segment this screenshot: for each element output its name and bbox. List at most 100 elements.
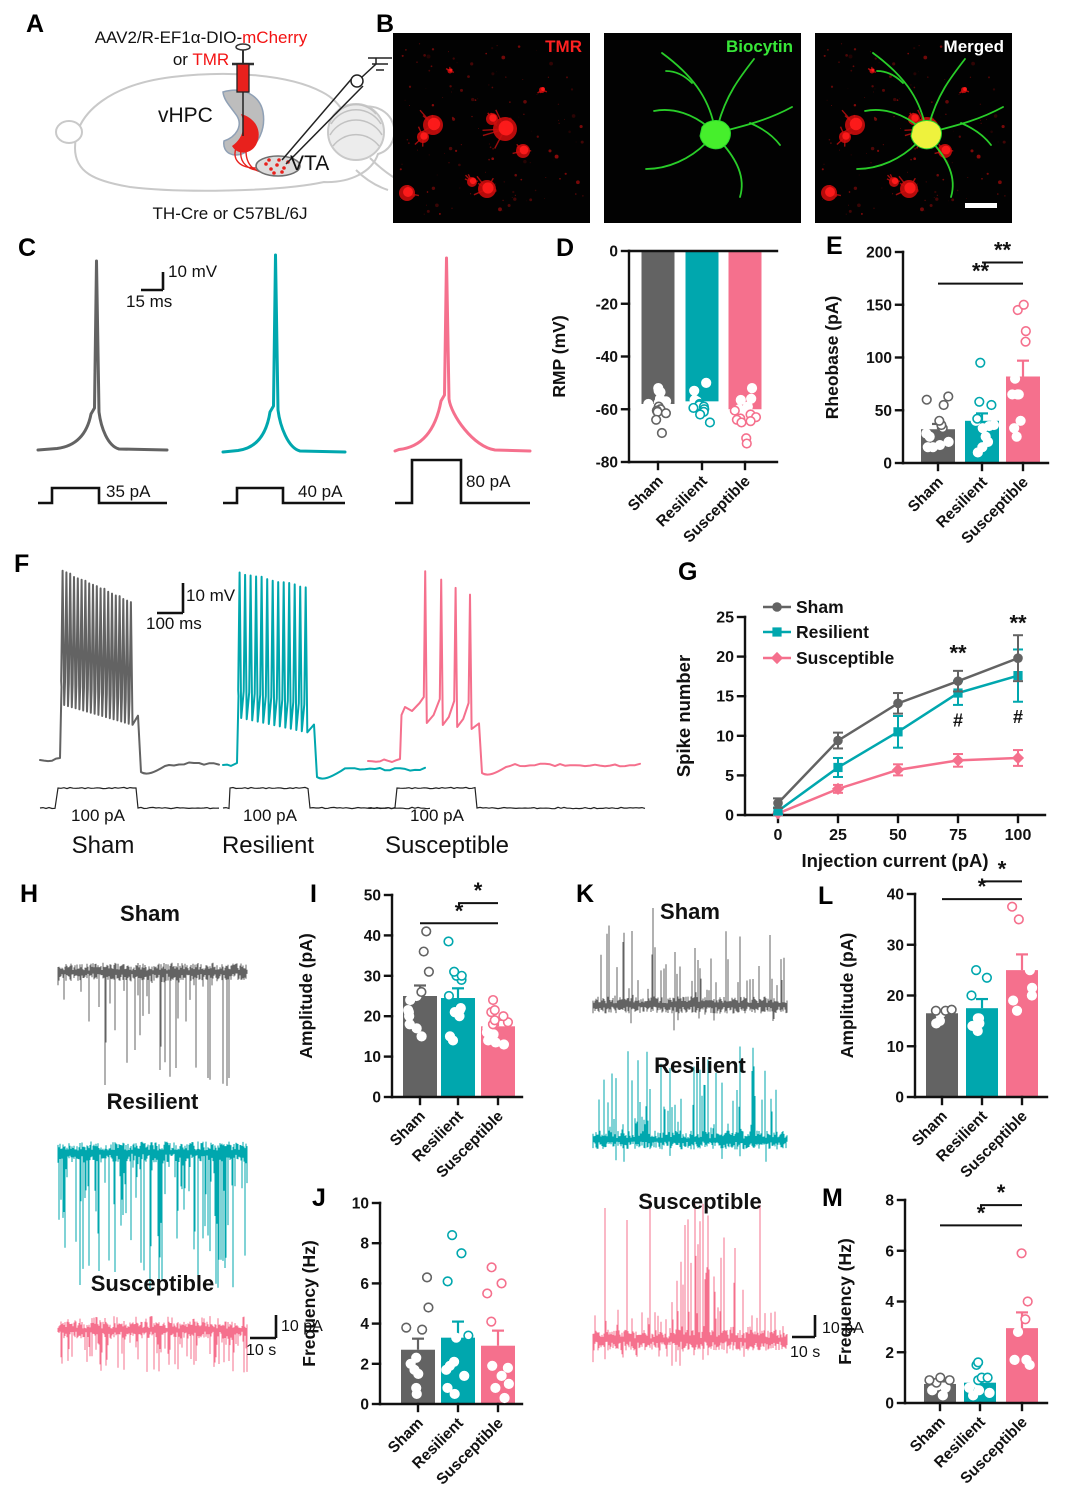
or-red: TMR: [192, 50, 230, 69]
panel-j-frequency-chart: 0246810ShamResilientSusceptibleFrequency…: [299, 1196, 524, 1488]
vhpc-label: vHPC: [158, 104, 213, 127]
svg-text:0: 0: [609, 244, 618, 261]
svg-text:8: 8: [885, 1193, 894, 1210]
svg-text:Sham: Sham: [905, 474, 947, 516]
svg-text:**: **: [972, 259, 990, 284]
svg-text:0: 0: [895, 1090, 904, 1107]
panel-j-letter: J: [312, 1184, 326, 1212]
panel-l-amplitude-chart: 010203040ShamResilientSusceptibleAmplitu…: [837, 856, 1049, 1181]
k-scale-s: 10 s: [790, 1344, 821, 1361]
panel-m-letter: M: [822, 1184, 843, 1212]
svg-text:Amplitude (pA): Amplitude (pA): [837, 933, 857, 1058]
svg-text:*: *: [474, 878, 483, 903]
svg-text:-80: -80: [596, 455, 618, 472]
svg-text:10: 10: [364, 1049, 381, 1066]
svg-text:2: 2: [360, 1356, 369, 1373]
svg-text:-60: -60: [596, 402, 618, 419]
svg-text:25: 25: [829, 827, 847, 844]
svg-text:150: 150: [866, 297, 892, 314]
svg-text:50: 50: [364, 888, 381, 905]
h-group-sham: Sham: [120, 901, 180, 926]
merged-label: Merged: [943, 37, 1004, 56]
svg-text:**: **: [949, 641, 967, 666]
svg-text:Susceptible: Susceptible: [796, 648, 894, 668]
c-current-susceptible: 80 pA: [466, 472, 511, 491]
svg-text:8: 8: [360, 1236, 369, 1253]
svg-text:50: 50: [889, 827, 907, 844]
panel-i-letter: I: [310, 880, 317, 908]
svg-text:Frequency (Hz): Frequency (Hz): [835, 1238, 855, 1364]
f-scale-mv: 10 mV: [186, 586, 236, 605]
svg-text:#: #: [1013, 707, 1023, 727]
svg-text:6: 6: [360, 1276, 369, 1293]
svg-text:Sham: Sham: [625, 473, 667, 515]
f-group-sham: Sham: [71, 832, 135, 859]
vhpc-red-region: [232, 114, 259, 153]
svg-text:40: 40: [887, 887, 904, 904]
f-current-resilient: 100 pA: [243, 806, 297, 825]
panel-e-letter: E: [826, 232, 843, 260]
svg-text:25: 25: [716, 610, 734, 627]
panel-g-spike-number-chart: 0 5 10 15 20 25 0 25 50 75 100 Injection current (p…: [673, 597, 1047, 871]
svg-text:-20: -20: [596, 296, 618, 313]
f-current-susceptible: 100 pA: [410, 806, 464, 825]
tmr-label: TMR: [545, 37, 582, 56]
panel-k-traces: [592, 908, 817, 1366]
svg-text:15: 15: [716, 689, 734, 706]
svg-text:30: 30: [364, 968, 381, 985]
svg-text:*: *: [978, 874, 987, 899]
svg-text:Resilient: Resilient: [796, 622, 869, 642]
svg-text:40: 40: [364, 928, 381, 945]
svg-text:200: 200: [866, 245, 892, 262]
panel-l-letter: L: [818, 882, 834, 910]
svg-text:100: 100: [866, 350, 892, 367]
svg-text:RMP (mV): RMP (mV): [549, 315, 569, 397]
svg-text:*: *: [998, 856, 1007, 881]
panel-a-letter: A: [26, 10, 45, 38]
svg-text:0: 0: [360, 1397, 369, 1414]
panel-f-letter: F: [14, 550, 30, 578]
k-group-susceptible: Susceptible: [638, 1189, 762, 1214]
svg-text:**: **: [1009, 610, 1027, 635]
svg-text:10: 10: [887, 1039, 904, 1056]
svg-text:75: 75: [949, 827, 967, 844]
construct-red: mCherry: [242, 28, 308, 47]
f-group-resilient: Resilient: [221, 832, 315, 859]
panel-b-letter: B: [376, 10, 395, 38]
svg-text:0: 0: [372, 1090, 381, 1107]
svg-text:10: 10: [352, 1196, 369, 1213]
or-black: or: [172, 50, 193, 69]
svg-text:*: *: [977, 1200, 986, 1225]
k-group-resilient: Resilient: [654, 1053, 746, 1078]
c-current-sham: 35 pA: [106, 482, 151, 501]
svg-text:-40: -40: [596, 349, 618, 366]
panel-d-letter: D: [556, 234, 575, 262]
svg-text:*: *: [997, 1180, 1006, 1205]
mouse-line-label: TH-Cre or C57BL/6J: [152, 204, 308, 223]
panel-h-traces: [57, 962, 278, 1373]
svg-text:0: 0: [725, 808, 734, 825]
c-scale-mv: 10 mV: [168, 262, 218, 281]
svg-text:0: 0: [885, 1396, 894, 1413]
svg-text:10: 10: [716, 728, 734, 745]
panel-c-traces: [36, 253, 532, 505]
panel-d-rmp-chart: 0-20-40-60-80ShamResilientSusceptibleRMP…: [549, 244, 779, 546]
panel-f-traces: [39, 569, 646, 810]
electrode-icon: [281, 57, 392, 165]
h-group-susceptible: Susceptible: [90, 1271, 215, 1296]
svg-text:5: 5: [725, 768, 734, 785]
c-current-resilient: 40 pA: [298, 482, 343, 501]
svg-text:Rheobase (pA): Rheobase (pA): [822, 296, 842, 419]
brain-outline-icon: [55, 72, 396, 192]
vta-label: VTA: [290, 152, 330, 175]
panel-k-letter: K: [576, 880, 595, 908]
h-group-resilient: Resilient: [106, 1089, 199, 1114]
panel-c-letter: C: [18, 234, 37, 262]
f-current-sham: 100 pA: [71, 806, 125, 825]
svg-text:0: 0: [774, 827, 783, 844]
f-scale-ms: 100 ms: [146, 614, 202, 633]
svg-text:#: #: [953, 710, 963, 730]
micrograph-tmr: TMR: [393, 33, 590, 223]
